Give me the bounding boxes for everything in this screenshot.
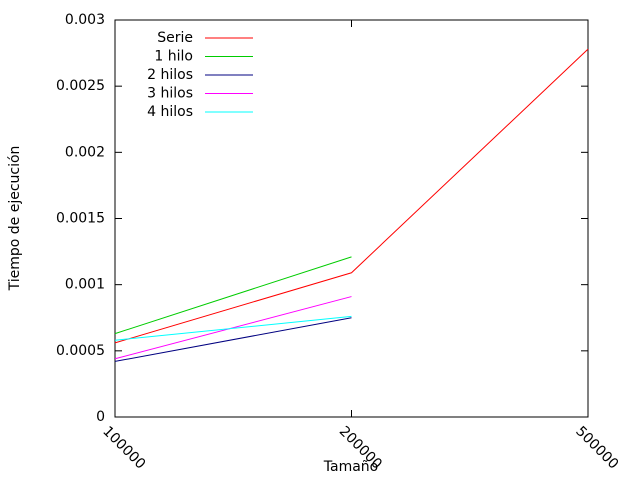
y-tick-label: 0.002 <box>65 144 105 160</box>
y-tick-label: 0.001 <box>65 277 105 293</box>
legend-label: 2 hilos <box>147 67 193 83</box>
series-line <box>114 315 352 341</box>
y-tick-label: 0.0025 <box>56 78 105 94</box>
series-line <box>114 256 352 335</box>
series-line <box>114 296 352 360</box>
series-line <box>114 48 589 344</box>
legend-label: Serie <box>157 30 193 46</box>
legend-label: 3 hilos <box>147 86 193 102</box>
x-axis-label: Tamaño <box>323 459 378 475</box>
legend-label: 4 hilos <box>147 104 193 120</box>
legend-label: 1 hilo <box>154 49 193 65</box>
series-line <box>114 317 352 362</box>
y-tick-label: 0.0005 <box>56 343 105 359</box>
x-tick-label: 500000 <box>572 423 621 472</box>
x-tick-label: 100000 <box>99 423 148 472</box>
y-tick-label: 0.0015 <box>56 211 105 227</box>
y-tick-label: 0 <box>96 409 105 425</box>
y-tick-label: 0.003 <box>65 12 105 28</box>
y-axis-label: Tiempo de ejecución <box>7 146 23 292</box>
